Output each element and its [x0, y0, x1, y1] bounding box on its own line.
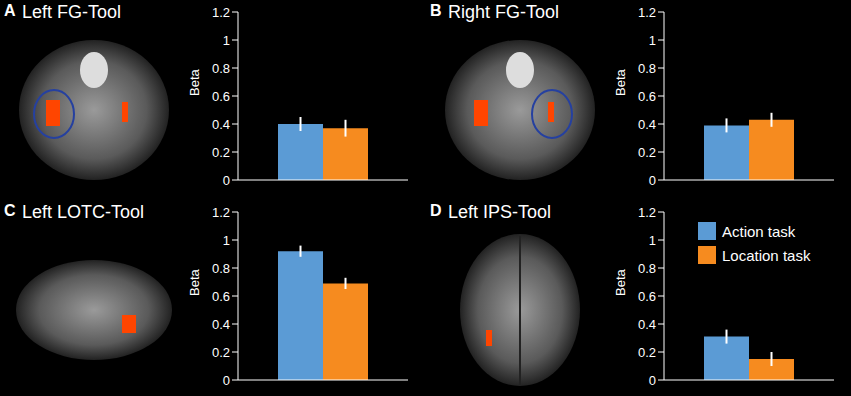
svg-text:Beta: Beta: [188, 68, 202, 96]
svg-text:0.6: 0.6: [638, 289, 656, 304]
svg-text:0: 0: [649, 373, 656, 388]
svg-text:1.2: 1.2: [638, 205, 656, 220]
svg-text:Beta: Beta: [614, 268, 628, 296]
svg-text:1: 1: [649, 233, 656, 248]
svg-text:0.8: 0.8: [638, 261, 656, 276]
svg-text:Beta: Beta: [188, 268, 202, 296]
svg-text:0.2: 0.2: [638, 345, 656, 360]
svg-text:1: 1: [223, 33, 230, 48]
html-text:C Left LOTC-Tool: C Left LOTC-Tool: [4, 202, 144, 222]
html-text:Location task: Location task: [722, 246, 811, 264]
svg-text:0.8: 0.8: [638, 61, 656, 76]
svg-text:1.2: 1.2: [638, 5, 656, 20]
html-text:Action task: Action task: [722, 222, 796, 240]
svg-text:0: 0: [223, 373, 230, 388]
svg-text:0.4: 0.4: [638, 117, 656, 132]
svg-text:1.2: 1.2: [212, 5, 230, 20]
svg-text:0.8: 0.8: [212, 61, 230, 76]
svg-text:1: 1: [649, 33, 656, 48]
html-text:A Left FG-Tool: A Left FG-Tool: [4, 2, 121, 22]
svg-text:1.2: 1.2: [212, 205, 230, 220]
svg-text:0: 0: [649, 173, 656, 188]
svg-text:0.8: 0.8: [212, 261, 230, 276]
svg-text:0.2: 0.2: [212, 145, 230, 160]
svg-text:0.2: 0.2: [212, 345, 230, 360]
svg-text:0.2: 0.2: [638, 145, 656, 160]
svg-text:0.4: 0.4: [212, 317, 230, 332]
svg-text:Beta: Beta: [614, 68, 628, 96]
html-text:B Right FG-Tool: B Right FG-Tool: [430, 2, 559, 22]
svg-text:0.6: 0.6: [212, 89, 230, 104]
svg-text:0.6: 0.6: [638, 89, 656, 104]
svg-text:0.4: 0.4: [212, 117, 230, 132]
html-text:D Left IPS-Tool: D Left IPS-Tool: [430, 202, 552, 222]
svg-text:0: 0: [223, 173, 230, 188]
svg-text:1: 1: [223, 233, 230, 248]
svg-text:0.4: 0.4: [638, 317, 656, 332]
svg-text:0.6: 0.6: [212, 289, 230, 304]
